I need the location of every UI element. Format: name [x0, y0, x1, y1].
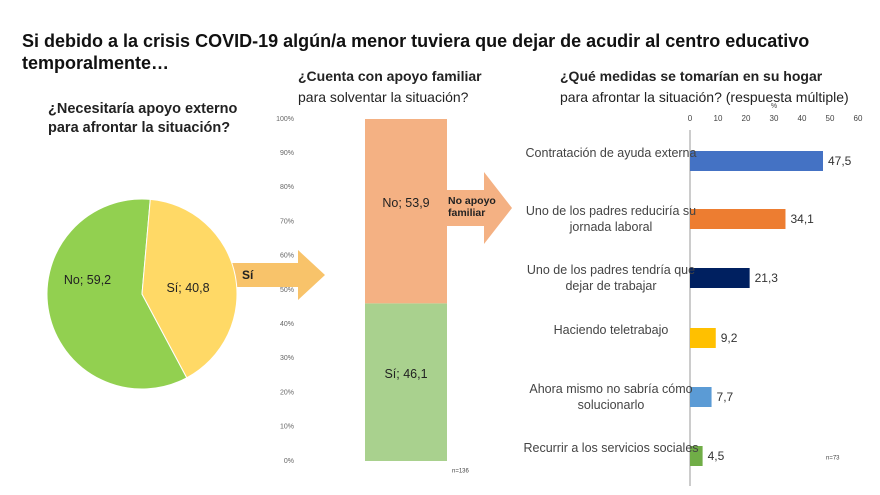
x-tick-label: 50 — [826, 114, 835, 123]
bar — [690, 268, 750, 288]
x-tick-label: 0 — [688, 114, 693, 123]
data-label: 34,1 — [790, 212, 814, 226]
data-label: 4,5 — [708, 449, 725, 463]
y-tick-label: 40% — [280, 321, 294, 328]
arrow — [447, 172, 512, 244]
y-tick-label: 30% — [280, 355, 294, 362]
arrow-label: No apoyo familiar — [448, 195, 496, 219]
category-label: Ahora mismo no sabría cómo solucionarlo — [529, 382, 693, 412]
y-tick-label: 0% — [284, 458, 294, 465]
y-tick-label: 50% — [280, 287, 294, 294]
bar — [690, 209, 786, 229]
y-tick-label: 80% — [280, 184, 294, 191]
chart-title: ¿Necesitaría apoyo externo para afrontar… — [48, 101, 238, 136]
category-label: Haciendo teletrabajo — [553, 323, 669, 337]
y-tick-label: 90% — [280, 150, 294, 157]
x-tick-label: 60 — [854, 114, 863, 123]
y-tick-label: 100% — [276, 116, 294, 123]
y-tick-label: 70% — [280, 218, 294, 225]
bar — [690, 151, 823, 171]
category-label: Uno de los padres reduciría su jornada l… — [525, 204, 697, 234]
bar-segment — [365, 119, 447, 304]
page-title: Si debido a la crisis COVID-19 algún/a m… — [22, 31, 810, 73]
x-tick-label: 40 — [798, 114, 807, 123]
pie-slice — [46, 198, 188, 390]
bar-segment — [365, 303, 447, 461]
bar — [690, 446, 703, 466]
data-label: Sí; 40,8 — [166, 281, 210, 295]
note: n=73 — [826, 456, 840, 462]
arrow-label: Sí — [242, 268, 254, 282]
x-tick-label: 30 — [770, 114, 779, 123]
data-label: 9,2 — [721, 331, 738, 345]
data-label: No; 53,9 — [382, 196, 430, 211]
chart-title: ¿Qué medidas se tomarían en su hogar — [560, 68, 823, 84]
chart-subtitle: para solventar la situación? — [298, 89, 469, 105]
data-label: 47,5 — [828, 154, 852, 168]
data-label: 7,7 — [717, 390, 734, 404]
category-label: Recurrir a los servicios sociales — [523, 441, 699, 455]
y-tick-label: 10% — [280, 424, 294, 431]
chart-title: ¿Cuenta con apoyo familiar — [298, 68, 482, 84]
data-label: Sí; 46,1 — [384, 367, 428, 382]
data-label: No; 59,2 — [63, 273, 112, 287]
bar — [690, 387, 712, 407]
x-tick-label: 10 — [714, 114, 723, 123]
bar — [690, 328, 716, 348]
y-tick-label: 60% — [280, 253, 294, 260]
y-tick-label: 20% — [280, 389, 294, 396]
data-label: 21,3 — [755, 271, 779, 285]
category-label: Uno de los padres tendría que dejar de t… — [526, 263, 696, 293]
category-label: Contratación de ayuda externa — [525, 146, 697, 160]
x-axis-label: % — [771, 103, 777, 110]
chart-subtitle: para afrontar la situación? (respuesta m… — [560, 89, 849, 105]
note: n=136 — [452, 469, 470, 475]
x-tick-label: 20 — [742, 114, 751, 123]
pie-slice — [141, 198, 238, 379]
arrow — [232, 250, 325, 300]
